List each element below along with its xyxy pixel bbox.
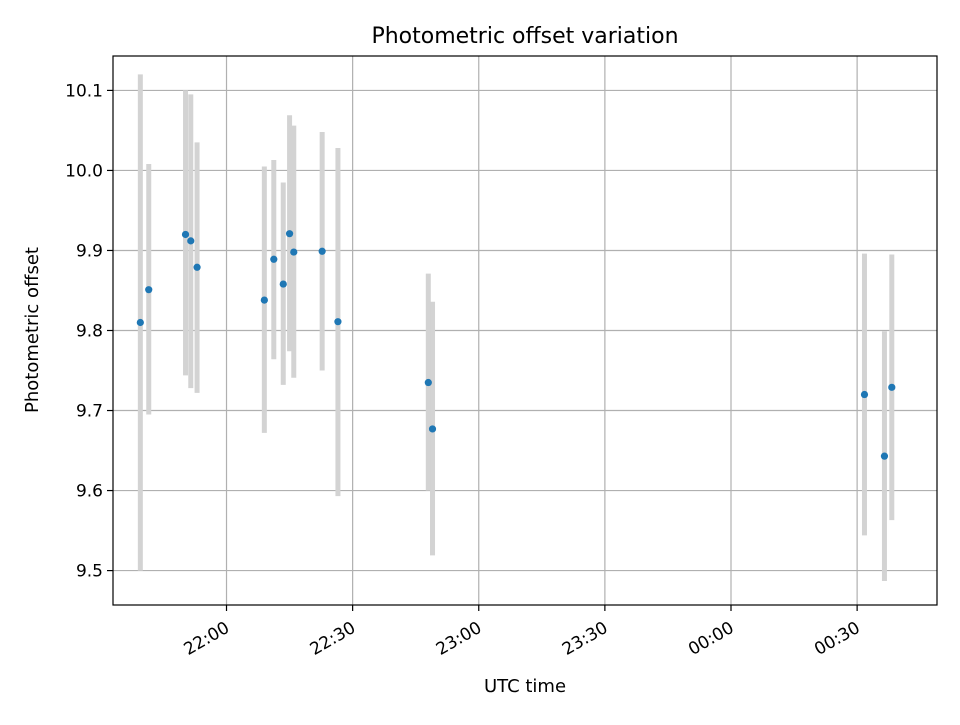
- data-point: [334, 318, 342, 326]
- y-tick-label: 9.5: [76, 562, 103, 582]
- data-point: [270, 255, 278, 263]
- data-point: [880, 452, 889, 460]
- data-point: [428, 425, 437, 433]
- data-point: [193, 263, 201, 271]
- y-tick-label: 9.6: [76, 482, 103, 502]
- grid-lines: [113, 56, 937, 605]
- data-point: [136, 318, 144, 327]
- data-point: [860, 390, 869, 399]
- data-point: [285, 230, 294, 238]
- y-tick-label: 9.8: [76, 322, 103, 342]
- data-point: [279, 280, 287, 288]
- y-tick-label: 10.1: [65, 81, 103, 101]
- data-point: [181, 230, 190, 239]
- y-tick-label: 9.9: [76, 241, 103, 261]
- data-point: [424, 378, 432, 387]
- chart-title: Photometric offset variation: [371, 24, 678, 49]
- data-point: [145, 286, 153, 294]
- x-axis-label: UTC time: [484, 676, 566, 697]
- data-point: [290, 248, 298, 256]
- y-tick-label: 9.7: [76, 402, 103, 422]
- y-axis-ticks: 9.5 9.6 9.7 9.8 9.9 10.0 10.1: [65, 81, 113, 582]
- data-points: [136, 230, 896, 460]
- y-tick-label: 10.0: [65, 161, 103, 181]
- data-point: [318, 247, 326, 255]
- y-axis-label: Photometric offset: [22, 247, 43, 413]
- data-point: [888, 383, 896, 391]
- data-point: [187, 237, 195, 245]
- data-point: [260, 296, 268, 304]
